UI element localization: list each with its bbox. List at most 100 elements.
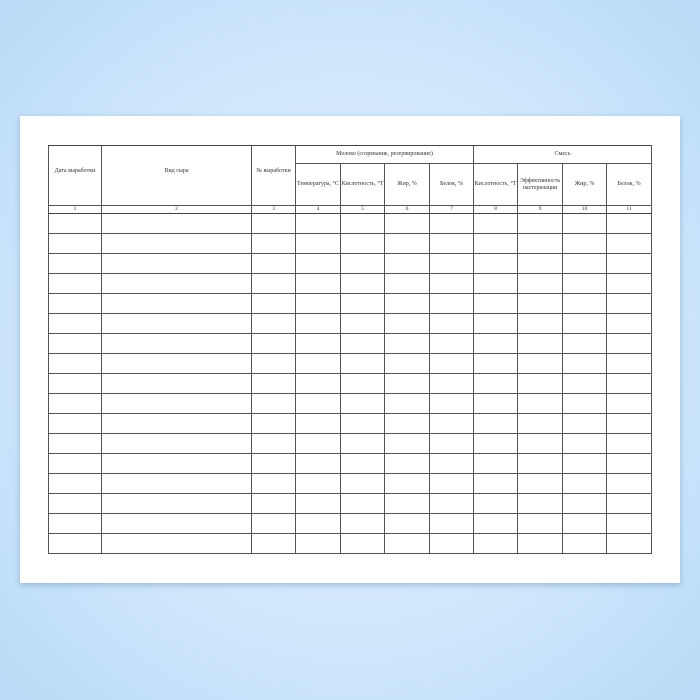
blank-cell bbox=[473, 533, 519, 554]
blank-cell bbox=[251, 433, 296, 454]
blank-cell bbox=[384, 433, 430, 454]
blank-cell bbox=[606, 213, 653, 234]
blank-cell bbox=[384, 253, 430, 274]
blank-cell bbox=[473, 273, 519, 294]
column-number: 11 bbox=[606, 205, 653, 214]
blank-cell bbox=[251, 393, 296, 414]
blank-row bbox=[48, 313, 653, 334]
blank-cell bbox=[340, 233, 385, 254]
blank-cell bbox=[517, 353, 564, 374]
blank-cell bbox=[340, 513, 385, 534]
blank-cell bbox=[340, 473, 385, 494]
blank-cell bbox=[606, 493, 653, 514]
blank-row bbox=[48, 433, 653, 454]
blank-cell bbox=[428, 393, 475, 414]
column-number: 9 bbox=[517, 205, 564, 214]
blank-cell bbox=[101, 273, 252, 294]
column-number: 2 bbox=[101, 205, 252, 214]
blank-cell bbox=[473, 413, 519, 434]
blank-cell bbox=[251, 413, 296, 434]
blank-cell bbox=[295, 513, 341, 534]
blank-cell bbox=[428, 313, 475, 334]
blank-cell bbox=[606, 393, 653, 414]
column-header: Белок, % bbox=[606, 163, 653, 206]
form-table: Дата выработки Вид сыра № выработки Молоко … bbox=[48, 145, 653, 554]
blank-cell bbox=[251, 233, 296, 254]
blank-cell bbox=[251, 453, 296, 474]
blank-cell bbox=[251, 253, 296, 274]
column-header: Кислотность, °Т bbox=[340, 163, 385, 206]
blank-cell bbox=[428, 473, 475, 494]
column-number: 6 bbox=[384, 205, 430, 214]
blank-cell bbox=[340, 353, 385, 374]
blank-cell bbox=[562, 293, 608, 314]
blank-cell bbox=[340, 433, 385, 454]
blank-cell bbox=[340, 293, 385, 314]
table-body: Дата выработки Вид сыра № выработки Молоко … bbox=[48, 145, 653, 554]
blank-cell bbox=[517, 293, 564, 314]
column-number: 3 bbox=[251, 205, 296, 214]
blank-cell bbox=[606, 273, 653, 294]
column-header: Кислотность, °Т bbox=[473, 163, 519, 206]
blank-cell bbox=[473, 493, 519, 514]
blank-cell bbox=[606, 513, 653, 534]
blank-cell bbox=[606, 453, 653, 474]
blank-cell bbox=[48, 413, 102, 434]
blank-cell bbox=[428, 413, 475, 434]
blank-cell bbox=[606, 533, 653, 554]
blank-cell bbox=[473, 313, 519, 334]
blank-cell bbox=[251, 513, 296, 534]
blank-cell bbox=[101, 473, 252, 494]
blank-row bbox=[48, 273, 653, 294]
blank-cell bbox=[340, 413, 385, 434]
blank-cell bbox=[48, 233, 102, 254]
blank-cell bbox=[295, 333, 341, 354]
blank-cell bbox=[295, 213, 341, 234]
blank-cell bbox=[517, 533, 564, 554]
column-header: № выработки bbox=[251, 145, 296, 206]
blank-cell bbox=[48, 273, 102, 294]
blank-cell bbox=[517, 333, 564, 354]
blank-cell bbox=[562, 493, 608, 514]
blank-cell bbox=[48, 333, 102, 354]
blank-cell bbox=[101, 313, 252, 334]
blank-cell bbox=[473, 233, 519, 254]
blank-cell bbox=[562, 453, 608, 474]
blank-cell bbox=[606, 313, 653, 334]
blank-cell bbox=[48, 433, 102, 454]
blank-cell bbox=[340, 213, 385, 234]
blank-cell bbox=[340, 333, 385, 354]
blank-cell bbox=[340, 393, 385, 414]
blank-cell bbox=[562, 373, 608, 394]
paper-sheet: Дата выработки Вид сыра № выработки Молоко … bbox=[20, 116, 680, 583]
blank-cell bbox=[562, 313, 608, 334]
blank-row bbox=[48, 493, 653, 514]
blank-cell bbox=[428, 293, 475, 314]
blank-cell bbox=[428, 453, 475, 474]
blank-cell bbox=[428, 273, 475, 294]
blank-cell bbox=[295, 353, 341, 374]
blank-cell bbox=[517, 493, 564, 514]
blank-cell bbox=[101, 413, 252, 434]
blank-cell bbox=[517, 233, 564, 254]
blank-cell bbox=[251, 473, 296, 494]
blank-cell bbox=[251, 273, 296, 294]
blank-cell bbox=[473, 393, 519, 414]
blank-cell bbox=[295, 453, 341, 474]
blank-cell bbox=[101, 333, 252, 354]
blank-cell bbox=[606, 433, 653, 454]
blank-cell bbox=[251, 333, 296, 354]
blank-cell bbox=[295, 433, 341, 454]
blank-row bbox=[48, 393, 653, 414]
blank-cell bbox=[48, 253, 102, 274]
blank-cell bbox=[101, 513, 252, 534]
blank-cell bbox=[562, 333, 608, 354]
blank-cell bbox=[384, 493, 430, 514]
blank-cell bbox=[428, 493, 475, 514]
blank-cell bbox=[517, 453, 564, 474]
blank-cell bbox=[473, 353, 519, 374]
header-row: Дата выработки Вид сыра № выработки Молоко … bbox=[48, 145, 653, 206]
blank-cell bbox=[428, 513, 475, 534]
blank-row bbox=[48, 253, 653, 274]
